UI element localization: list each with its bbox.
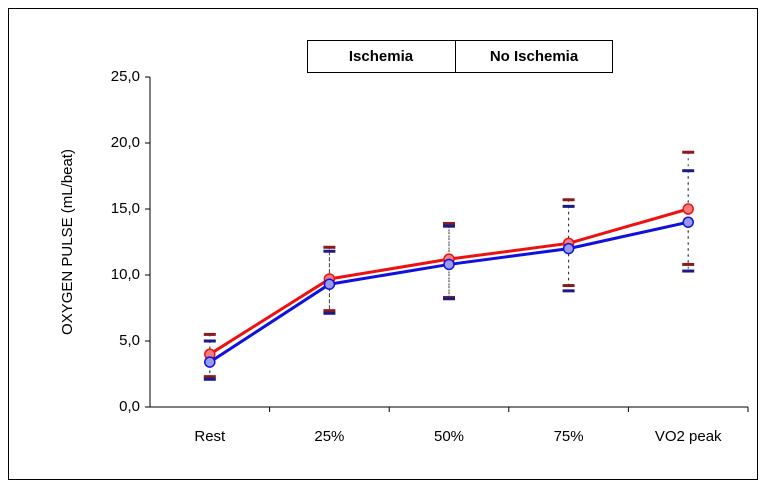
x-tick-label: Rest <box>194 428 226 445</box>
marker <box>682 216 694 228</box>
y-tick-label: 20,0 <box>111 134 140 151</box>
y-tick-label: 5,0 <box>119 332 140 349</box>
x-tick-label: 25% <box>314 428 344 445</box>
legend-box <box>307 40 613 73</box>
marker <box>323 278 336 290</box>
marker <box>682 203 694 215</box>
x-tick-label: VO2 peak <box>655 428 722 445</box>
legend-label: No Ischemia <box>490 48 579 65</box>
y-tick-label: 25,0 <box>111 68 140 85</box>
y-tick-label: 15,0 <box>111 200 140 217</box>
y-tick-label: 0,0 <box>119 398 140 415</box>
marker <box>204 356 216 368</box>
y-axis-label: OXYGEN PULSE (mL/beat) <box>59 149 76 335</box>
x-tick-label: 50% <box>434 428 464 445</box>
y-tick-label: 10,0 <box>111 266 140 283</box>
legend-label: Ischemia <box>349 48 414 65</box>
chart-frame <box>8 8 758 480</box>
legend <box>307 40 613 73</box>
marker <box>562 242 575 255</box>
x-tick-label: 75% <box>554 428 584 445</box>
marker <box>443 258 455 271</box>
